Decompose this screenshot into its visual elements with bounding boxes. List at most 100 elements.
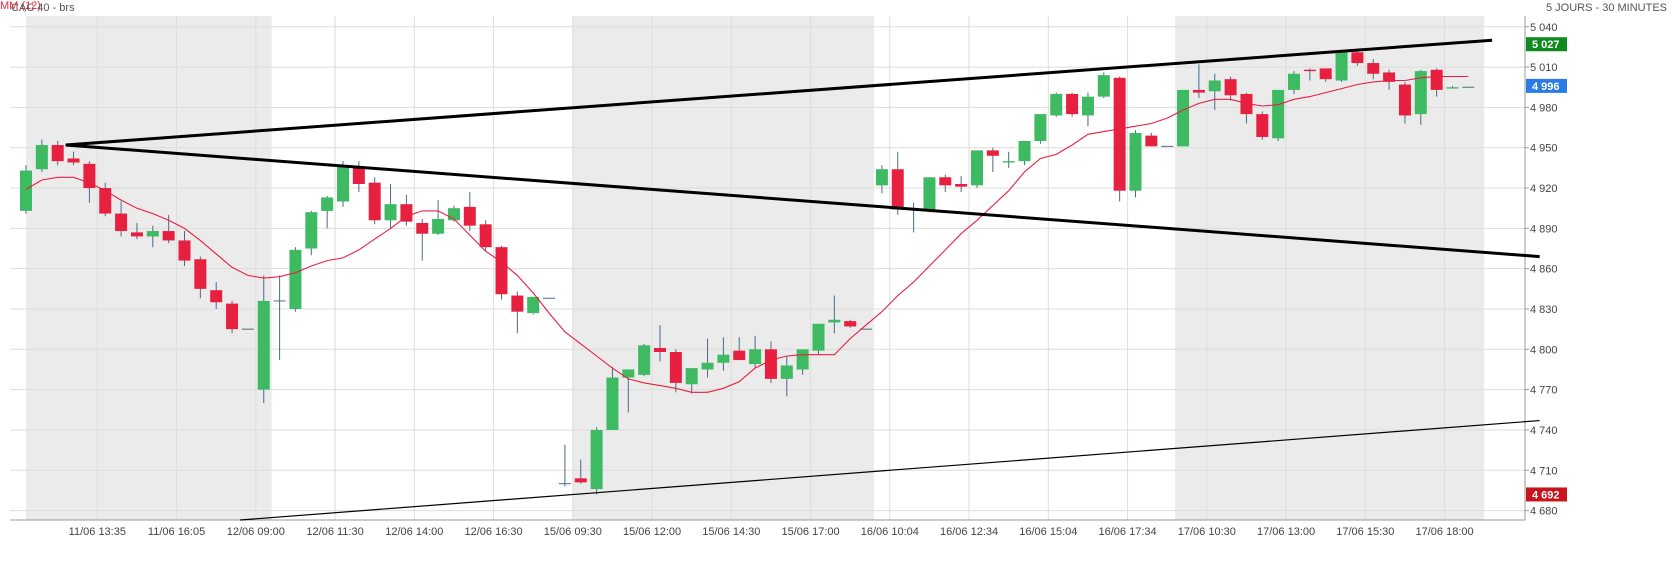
y-tick-label: 4 770 — [1530, 385, 1558, 397]
candle-up — [1097, 75, 1110, 97]
candle-up — [1272, 89, 1285, 139]
candle-down — [226, 303, 239, 330]
candle-up — [1050, 93, 1063, 116]
x-tick-label: 16/06 12:34 — [940, 526, 998, 538]
candle-up — [527, 296, 540, 314]
candle-down — [1256, 114, 1269, 137]
y-tick-label: 4 950 — [1530, 143, 1558, 155]
candle-up — [638, 345, 651, 375]
candle-down — [986, 150, 999, 156]
candle-down — [130, 232, 143, 237]
candle-up — [1002, 161, 1015, 163]
candle-down — [479, 224, 492, 248]
candle-down — [1383, 72, 1396, 82]
candle-up — [1414, 71, 1427, 115]
y-tick-label: 5 040 — [1530, 22, 1558, 34]
candle-down — [178, 240, 191, 261]
x-tick-label: 15/06 09:30 — [544, 526, 602, 538]
candle-down — [1351, 52, 1364, 64]
x-tick-label: 11/06 13:35 — [69, 526, 126, 538]
trendline — [65, 38, 1493, 147]
candle-up — [1018, 140, 1031, 162]
x-tick-label: 12/06 11:30 — [306, 526, 363, 538]
x-tick-label: 12/06 16:30 — [465, 526, 523, 538]
candle-up — [35, 145, 48, 170]
price-badge-label: 4 996 — [1532, 81, 1560, 93]
y-tick-label: 4 740 — [1530, 425, 1558, 437]
candle-up — [812, 323, 825, 351]
candle-down — [669, 352, 682, 383]
candle-up — [289, 249, 302, 309]
candle-down — [115, 213, 128, 232]
y-tick-label: 4 980 — [1530, 102, 1558, 114]
price-badge-label: 4 692 — [1532, 489, 1560, 501]
candle-down — [400, 204, 413, 222]
x-tick-label: 17/06 15:30 — [1336, 526, 1394, 538]
x-tick-label: 17/06 13:00 — [1257, 526, 1315, 538]
y-tick-label: 5 010 — [1530, 62, 1558, 74]
candle-up — [1446, 87, 1459, 89]
candle-up — [749, 349, 762, 365]
candle-down — [1319, 68, 1332, 80]
y-tick-label: 4 860 — [1530, 264, 1558, 276]
candle-up — [796, 349, 809, 370]
x-tick-label: 11/06 16:05 — [148, 526, 205, 538]
moving-average-line — [25, 75, 1469, 393]
candle-down — [67, 158, 80, 163]
candle-down — [99, 188, 112, 214]
x-tick-label: 15/06 17:00 — [782, 526, 840, 538]
candle-down — [162, 231, 175, 241]
candle-up — [1034, 114, 1047, 141]
trendline — [239, 419, 1540, 521]
candle-up — [923, 177, 936, 211]
candle-up — [146, 231, 159, 237]
candle-down — [1303, 69, 1316, 72]
candle-up — [590, 429, 603, 490]
trendline — [65, 143, 1540, 259]
x-tick-label: 15/06 12:00 — [623, 526, 681, 538]
chart-title: CAC 40 - brs — [11, 2, 75, 14]
candle-down — [210, 290, 223, 303]
candle-down — [1224, 79, 1237, 96]
price-badge-label: 5 027 — [1532, 39, 1560, 51]
moving-average-legend: MM (12) — [0, 0, 41, 12]
y-tick-label: 4 920 — [1530, 183, 1558, 195]
candle-down — [368, 182, 381, 221]
candle-down — [939, 177, 952, 186]
candle-down — [733, 350, 746, 361]
candle-down — [51, 145, 64, 162]
candle-up — [1208, 80, 1221, 92]
candle-up — [606, 377, 619, 430]
candle-up — [685, 368, 698, 385]
candle-down — [1240, 93, 1253, 115]
candle-up — [1177, 89, 1190, 147]
x-tick-label: 16/06 10:04 — [861, 526, 919, 538]
price-badge-low — [1526, 487, 1567, 502]
day-shade-band — [1175, 16, 1485, 520]
candle-down — [654, 347, 666, 352]
price-badge-high — [1526, 37, 1567, 52]
candle-down — [1066, 93, 1079, 115]
candle-down — [574, 478, 587, 483]
x-tick-label: 17/06 10:30 — [1178, 526, 1236, 538]
candle-up — [337, 166, 349, 202]
candle-up — [1335, 52, 1348, 81]
period-label: 5 JOURS - 30 MINUTES — [1545, 2, 1667, 14]
price-badge-last — [1526, 78, 1567, 93]
candle-down — [463, 206, 476, 226]
candle-down — [764, 349, 777, 379]
candle-up — [875, 169, 888, 186]
x-tick-label: 12/06 09:00 — [227, 526, 285, 538]
candle-up — [622, 369, 635, 378]
candle-down — [1398, 84, 1411, 116]
x-tick-label: 15/06 14:30 — [702, 526, 760, 538]
candle-down — [891, 169, 904, 210]
day-shade-band — [572, 16, 874, 520]
candle-down — [495, 247, 508, 295]
candle-up — [257, 300, 270, 390]
candle-up — [717, 354, 730, 363]
candle-up — [701, 362, 714, 370]
candle-down — [416, 222, 429, 234]
